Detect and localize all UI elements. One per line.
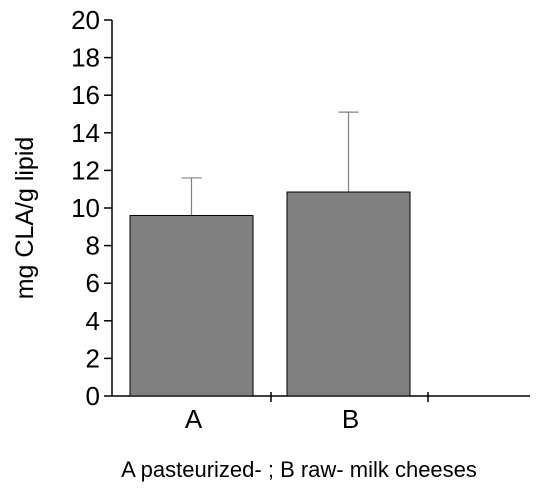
y-tick-label: 18 <box>71 43 100 73</box>
y-tick-label: 16 <box>71 80 100 110</box>
y-tick-label: 12 <box>71 155 100 185</box>
x-tick-label-B: B <box>342 404 359 434</box>
x-axis-caption: A pasteurized- ; B raw- milk cheeses <box>121 457 477 482</box>
y-tick-label: 0 <box>86 381 100 411</box>
y-tick-label: 2 <box>86 343 100 373</box>
y-axis: 0 2 4 6 8 10 12 14 16 18 20 <box>71 5 113 411</box>
y-tick-label: 6 <box>86 268 100 298</box>
y-tick-label: 10 <box>71 193 100 223</box>
y-tick-label: 8 <box>86 231 100 261</box>
bar-B <box>286 191 411 397</box>
x-tick-label-A: A <box>185 404 203 434</box>
y-tick-label: 14 <box>71 118 100 148</box>
bar-A <box>129 215 254 397</box>
y-tick-label: 20 <box>71 5 100 35</box>
y-tick-label: 4 <box>86 306 100 336</box>
y-axis-title: mg CLA/g lipid <box>11 137 39 300</box>
